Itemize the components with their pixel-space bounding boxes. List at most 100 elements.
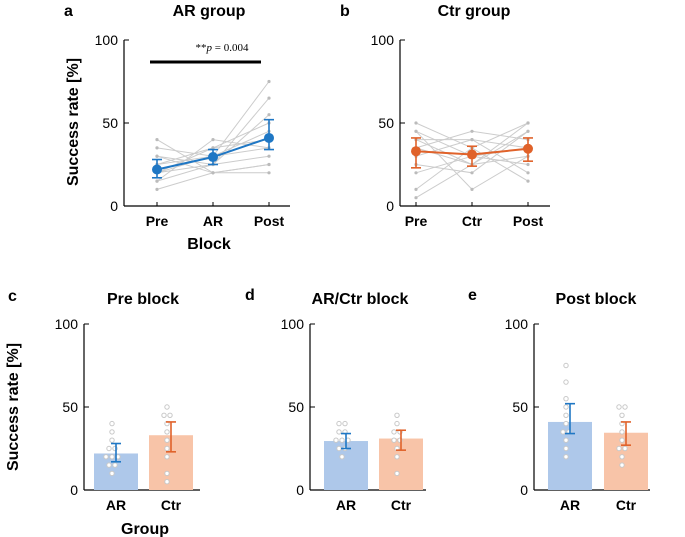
individual-point	[267, 154, 271, 158]
plot-area-e: 0 50 100 AR Ctr	[505, 316, 650, 513]
individual-point	[470, 187, 474, 191]
data-point	[167, 412, 173, 418]
panel-title-c: Pre block	[107, 291, 179, 308]
data-point	[106, 445, 112, 452]
significance-annotation: **p = 0.004	[196, 42, 249, 54]
panel-title-a: AR group	[173, 3, 246, 20]
individual-point	[267, 79, 271, 84]
data-point	[560, 429, 566, 435]
panel-d: d AR/Ctr block 0 50 100 AR Ctr	[245, 287, 426, 513]
individual-point	[267, 162, 271, 167]
plot-area-b: 0 50 100 Pre Ctr Post	[371, 32, 550, 229]
y-axis-label-a: Success rate [%]	[65, 58, 82, 186]
data-point	[619, 429, 625, 435]
mean-point	[411, 146, 421, 157]
panel-letter-e: e	[468, 287, 477, 304]
data-point	[563, 362, 569, 369]
individual-point	[414, 187, 418, 191]
panel-title-e: Post block	[556, 291, 637, 308]
data-point	[164, 445, 170, 452]
x-tick-label: AR	[203, 213, 223, 229]
individual-point	[211, 138, 215, 142]
individual-point	[155, 179, 159, 183]
x-axis-label-c: Group	[121, 521, 169, 537]
individual-point	[267, 171, 271, 175]
data-point	[563, 445, 569, 452]
data-point	[394, 454, 400, 460]
data-point	[164, 479, 170, 485]
data-point	[619, 454, 625, 460]
data-point	[164, 429, 170, 435]
individual-point	[414, 121, 418, 125]
individual-point	[155, 138, 159, 142]
individual-point	[211, 146, 215, 150]
data-point	[109, 470, 115, 477]
mean-point	[264, 132, 274, 143]
data-point	[339, 454, 345, 460]
panel-letter-c: c	[8, 288, 17, 305]
mean-point	[208, 152, 218, 163]
data-point	[622, 445, 628, 452]
individual-point	[267, 113, 271, 117]
x-tick-label: AR	[106, 497, 126, 513]
data-point	[106, 462, 112, 468]
y-axis-label-c: Success rate [%]	[5, 343, 22, 471]
individual-point	[526, 179, 530, 183]
panel-letter-a: a	[64, 3, 73, 20]
x-tick-label: Pre	[405, 213, 428, 229]
y-tick-label: 0	[386, 198, 394, 214]
data-point	[619, 412, 625, 418]
data-point	[563, 420, 569, 427]
x-tick-label: Post	[513, 213, 544, 229]
data-point	[394, 412, 400, 418]
data-point	[391, 429, 397, 435]
data-point	[164, 437, 170, 443]
x-tick-label: Ctr	[161, 497, 182, 513]
data-point	[616, 445, 622, 452]
panel-letter-d: d	[245, 287, 255, 304]
individual-point	[155, 187, 159, 191]
plot-area-a: 0 50 100 Pre AR Post	[95, 32, 290, 229]
individual-point	[414, 129, 418, 133]
p-value: = 0.004	[212, 42, 249, 54]
y-tick-label: 100	[281, 316, 305, 332]
data-point	[164, 454, 170, 460]
individual-point	[470, 129, 474, 133]
panel-title-d: AR/Ctr block	[312, 291, 409, 308]
data-point	[563, 396, 569, 402]
mean-point	[467, 149, 477, 160]
data-point	[109, 454, 115, 460]
y-tick-label: 100	[371, 32, 395, 48]
x-axis-label-a: Block	[187, 236, 231, 253]
y-tick-label: 100	[95, 32, 119, 48]
panel-letter-b: b	[340, 3, 350, 20]
individual-point	[526, 171, 530, 175]
individual-point	[267, 96, 271, 100]
panel-e: e Post block 0 50 100 AR Ctr	[468, 287, 650, 513]
panel-a: a AR group 0 50 100 Pre AR Post Block Success…	[64, 3, 290, 253]
data-point	[619, 462, 625, 468]
y-tick-label: 50	[378, 115, 394, 131]
panel-c: c Pre block 0 50 100 AR Ctr Group Success ra…	[5, 288, 200, 537]
data-point	[563, 454, 569, 460]
individual-point	[526, 162, 530, 167]
data-point	[391, 437, 397, 443]
data-point	[622, 404, 628, 410]
data-point	[394, 470, 400, 477]
y-tick-label: 100	[505, 316, 529, 332]
x-tick-label: Ctr	[462, 213, 483, 229]
data-point	[103, 454, 109, 460]
individual-point	[414, 171, 418, 175]
x-tick-label: Ctr	[391, 497, 412, 513]
data-point	[333, 437, 339, 443]
data-point	[563, 379, 569, 385]
individual-point	[526, 129, 530, 133]
plot-area-d: 0 50 100 AR Ctr	[281, 316, 426, 513]
individual-point	[211, 171, 215, 175]
individual-point	[526, 121, 530, 125]
individual-point	[470, 171, 474, 175]
individual-point	[414, 196, 418, 200]
data-point	[109, 437, 115, 443]
panel-b: b Ctr group 0 50 100 Pre Ctr Post	[340, 3, 550, 229]
